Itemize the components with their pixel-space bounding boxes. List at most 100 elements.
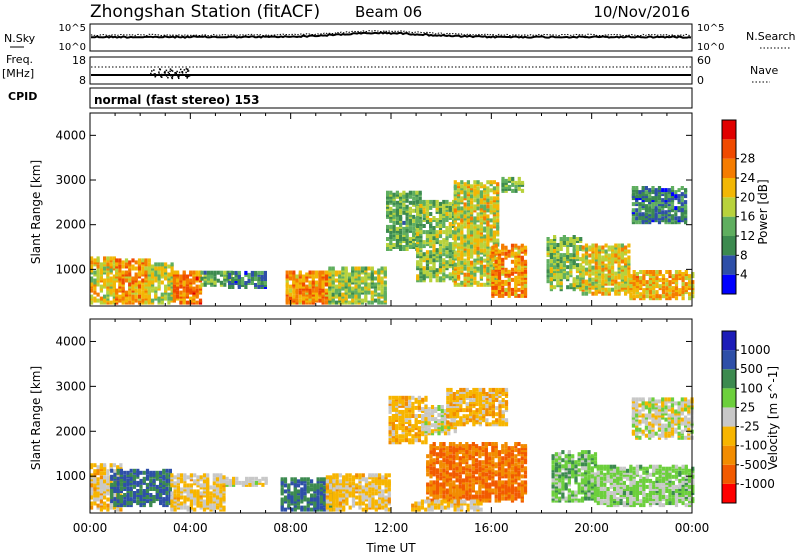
range-cell [307, 508, 310, 512]
range-cell [180, 502, 183, 506]
range-cell [588, 274, 591, 278]
range-cell [213, 473, 216, 477]
range-cell [460, 180, 463, 184]
range-cell [117, 495, 120, 499]
range-cell [408, 438, 411, 442]
range-cell [290, 491, 293, 495]
range-cell [560, 259, 563, 263]
range-cell [170, 473, 173, 477]
range-cell [449, 214, 452, 218]
range-cell [489, 402, 492, 406]
range-cell [434, 423, 437, 427]
range-cell [492, 388, 495, 392]
range-cell [665, 292, 668, 296]
range-cell [103, 283, 106, 287]
range-cell [286, 271, 289, 275]
range-cell [560, 237, 563, 241]
nave-dropout-point [151, 70, 153, 72]
range-cell [368, 502, 371, 506]
range-cell [192, 279, 195, 283]
range-cell [351, 287, 354, 291]
range-cell [517, 294, 520, 298]
range-cell [439, 216, 442, 220]
range-cell [235, 271, 238, 275]
range-cell [183, 293, 186, 297]
range-cell [449, 491, 452, 495]
range-cell [442, 200, 445, 204]
range-cell [389, 416, 392, 420]
range-cell [442, 491, 445, 495]
range-cell [582, 246, 585, 250]
range-cell [668, 218, 671, 222]
range-cell [678, 270, 681, 274]
range-cell [486, 267, 489, 271]
range-cell [159, 471, 162, 475]
colorbar-segment [722, 139, 736, 158]
range-cell [426, 270, 429, 274]
range-cell [362, 477, 365, 481]
range-cell [326, 479, 329, 483]
range-cell [384, 287, 387, 291]
range-cell [521, 181, 524, 185]
range-cell [323, 502, 326, 506]
range-cell [100, 271, 103, 275]
range-cell [173, 277, 176, 281]
range-cell [405, 402, 408, 406]
range-cell [479, 388, 482, 392]
range-cell [449, 222, 452, 226]
range-cell [113, 481, 116, 485]
range-cell [183, 271, 186, 275]
range-cell [585, 244, 588, 248]
range-cell [158, 267, 161, 271]
range-cell [423, 224, 426, 228]
range-cell [122, 260, 125, 264]
range-cell [466, 388, 469, 392]
range-cell [524, 270, 527, 274]
range-cell [386, 225, 389, 229]
range-cell [493, 180, 496, 184]
range-cell [550, 249, 553, 253]
range-cell [138, 289, 141, 293]
range-cell [418, 414, 421, 418]
range-cell [103, 471, 106, 475]
range-cell [368, 481, 371, 485]
range-cell [595, 256, 598, 260]
range-cell [304, 477, 307, 481]
range-cell [183, 473, 186, 477]
range-cell [411, 434, 414, 438]
nave-dropout-point [154, 76, 156, 78]
range-cell [402, 231, 405, 235]
range-cell [292, 289, 295, 293]
range-cell [477, 251, 480, 255]
range-cell [377, 293, 380, 297]
range-cell [436, 452, 439, 456]
range-cell [671, 204, 674, 208]
range-cell [429, 458, 432, 462]
range-cell [128, 283, 131, 287]
range-cell [117, 481, 120, 485]
range-cell [658, 186, 661, 190]
range-cell [457, 257, 460, 261]
range-cell [254, 283, 257, 287]
range-cell [103, 479, 106, 483]
range-cell [486, 204, 489, 208]
range-cell [375, 491, 378, 495]
range-cell [398, 434, 401, 438]
nave-dropout-point [150, 73, 152, 75]
nsky-trace [91, 32, 691, 37]
range-cell [349, 473, 352, 477]
range-cell [621, 266, 624, 270]
range-cell [297, 483, 300, 487]
range-cell [495, 280, 498, 284]
range-cell [566, 241, 569, 245]
range-cell [310, 487, 313, 491]
range-cell [162, 469, 165, 473]
range-cell [415, 406, 418, 410]
range-cell [412, 243, 415, 247]
range-cell [158, 281, 161, 285]
range-cell [618, 274, 621, 278]
range-cell [464, 202, 467, 206]
range-cell [148, 291, 151, 295]
range-cell [483, 194, 486, 198]
range-cell [638, 220, 641, 224]
